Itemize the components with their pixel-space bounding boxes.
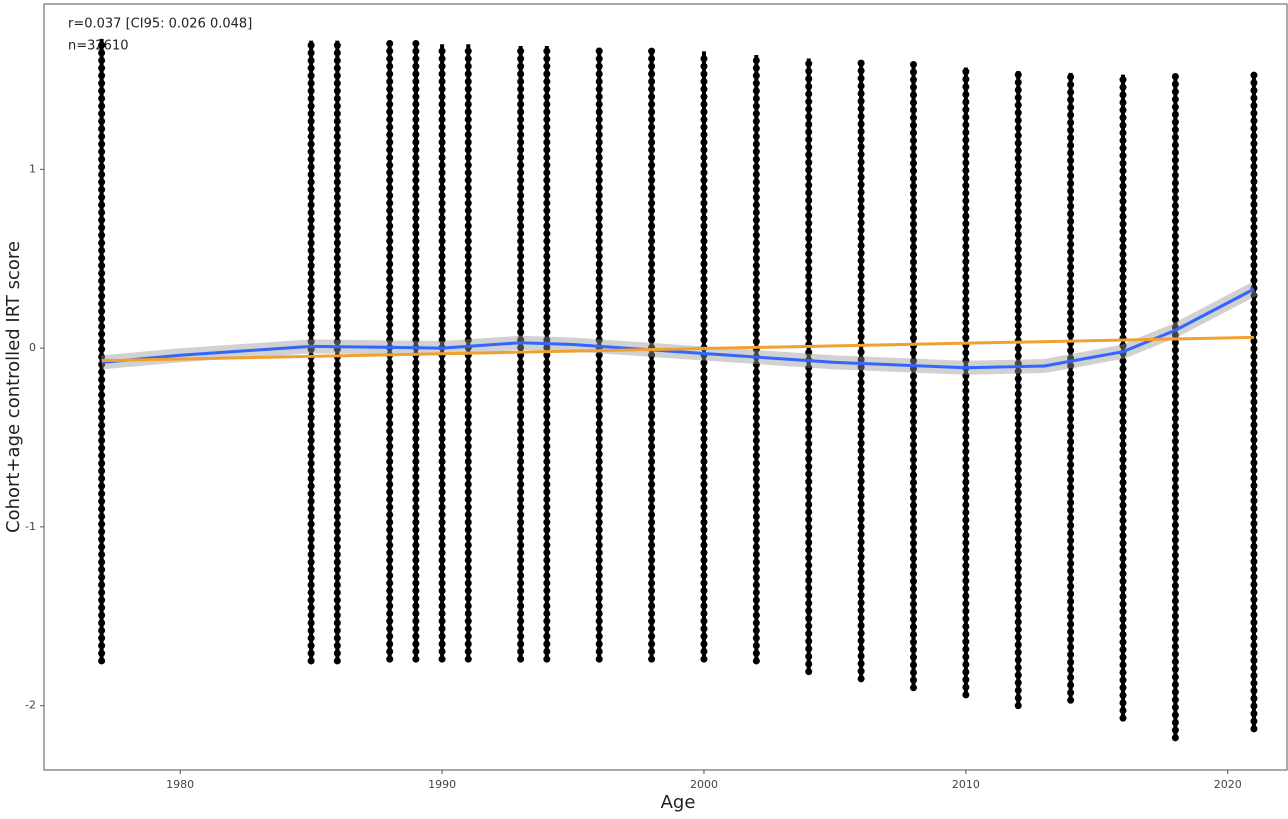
fit-line (101, 287, 1255, 370)
x-tick-label: 2000 (690, 778, 718, 791)
y-tick-label: 0 (29, 341, 36, 354)
x-axis-title: Age (661, 792, 696, 813)
x-tick-label: 1990 (428, 778, 456, 791)
plot-frame (43, 3, 1288, 771)
y-axis-title: Cohort+age controlled IRT score (3, 241, 24, 533)
x-tick-label: 2020 (1214, 778, 1242, 791)
y-tick-label: -1 (25, 520, 36, 533)
y-tick-label: 1 (29, 162, 36, 175)
annotation: r=0.037 [CI95: 0.026 0.048] (68, 17, 252, 32)
x-tick-label: 1980 (166, 778, 194, 791)
x-tick-label: 2010 (952, 778, 980, 791)
y-tick-label: -2 (25, 699, 36, 712)
fit-line (101, 335, 1254, 363)
